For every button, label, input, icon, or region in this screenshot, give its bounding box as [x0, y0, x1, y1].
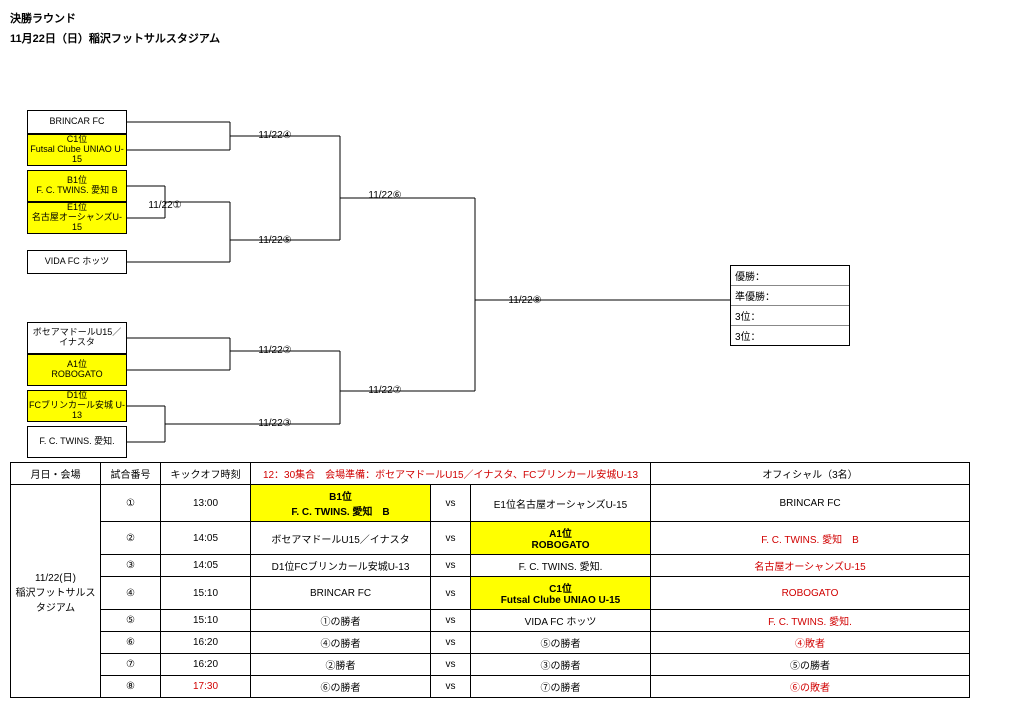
- home-team-cell: BRINCAR FC: [251, 577, 431, 610]
- vs-cell: vs: [431, 555, 471, 577]
- match-label-m1: 11/22①: [140, 200, 190, 211]
- away-team-cell: VIDA FC ホッツ: [471, 610, 651, 632]
- kickoff-cell: 16:20: [161, 632, 251, 654]
- away-team-cell: E1位名古屋オーシャンズU-15: [471, 485, 651, 522]
- vs-cell: vs: [431, 654, 471, 676]
- official-cell: BRINCAR FC: [651, 485, 970, 522]
- col-assembly: 12：30集合 会場準備：ボセアマドールU15／イナスタ、FCブリンカール安城U…: [251, 463, 651, 485]
- match-no-cell: ⑧: [101, 676, 161, 698]
- kickoff-cell: 15:10: [161, 577, 251, 610]
- col-match-no: 試合番号: [101, 463, 161, 485]
- home-team-cell: ボセアマドールU15／イナスタ: [251, 522, 431, 555]
- vs-cell: vs: [431, 610, 471, 632]
- schedule-row: ⑤15:10①の勝者vsVIDA FC ホッツF. C. TWINS. 愛知.: [11, 610, 970, 632]
- away-team-cell: ③の勝者: [471, 654, 651, 676]
- results-row-3: 3位：: [731, 326, 849, 345]
- match-label-m4: 11/22④: [250, 130, 300, 141]
- match-no-cell: ⑦: [101, 654, 161, 676]
- schedule-row: ③14:05D1位FCブリンカール安城U-13vsF. C. TWINS. 愛知…: [11, 555, 970, 577]
- schedule-row: ⑦16:20②勝者vs③の勝者⑤の勝者: [11, 654, 970, 676]
- vs-cell: vs: [431, 676, 471, 698]
- col-official: オフィシャル（3名）: [651, 463, 970, 485]
- match-no-cell: ③: [101, 555, 161, 577]
- schedule-row: ⑧17:30⑥の勝者vs⑦の勝者⑥の敗者: [11, 676, 970, 698]
- official-cell: 名古屋オーシャンズU-15: [651, 555, 970, 577]
- official-cell: ④敗者: [651, 632, 970, 654]
- away-team-cell: ⑦の勝者: [471, 676, 651, 698]
- away-team-cell: C1位Futsal Clube UNIAO U-15: [471, 577, 651, 610]
- bracket-team-t1: BRINCAR FC: [27, 110, 127, 134]
- date-venue-cell: 11/22(日)稲沢フットサルスタジアム: [11, 485, 101, 698]
- kickoff-cell: 16:20: [161, 654, 251, 676]
- schedule-row: ⑥16:20④の勝者vs⑤の勝者④敗者: [11, 632, 970, 654]
- away-team-cell: ⑤の勝者: [471, 632, 651, 654]
- results-row-2: 3位：: [731, 306, 849, 326]
- schedule-row: 11/22(日)稲沢フットサルスタジアム①13:00B1位F. C. TWINS…: [11, 485, 970, 522]
- schedule-row: ②14:05ボセアマドールU15／イナスタvsA1位ROBOGATOF. C. …: [11, 522, 970, 555]
- kickoff-cell: 14:05: [161, 555, 251, 577]
- kickoff-cell: 17:30: [161, 676, 251, 698]
- match-label-m3: 11/22③: [250, 418, 300, 429]
- match-no-cell: ⑥: [101, 632, 161, 654]
- official-cell: ⑤の勝者: [651, 654, 970, 676]
- bracket-lines: [10, 50, 1009, 460]
- home-team-cell: B1位F. C. TWINS. 愛知 B: [251, 485, 431, 522]
- kickoff-cell: 14:05: [161, 522, 251, 555]
- away-team-cell: F. C. TWINS. 愛知.: [471, 555, 651, 577]
- results-row-0: 優勝：: [731, 266, 849, 286]
- bracket-diagram: BRINCAR FCC1位Futsal Clube UNIAO U-15 B1位F…: [10, 50, 999, 450]
- official-cell: ROBOGATO: [651, 577, 970, 610]
- match-no-cell: ⑤: [101, 610, 161, 632]
- schedule-header-row: 月日・会場 試合番号 キックオフ時刻 12：30集合 会場準備：ボセアマドールU…: [11, 463, 970, 485]
- schedule-table: 月日・会場 試合番号 キックオフ時刻 12：30集合 会場準備：ボセアマドールU…: [10, 462, 970, 698]
- home-team-cell: D1位FCブリンカール安城U-13: [251, 555, 431, 577]
- bracket-team-t5: VIDA FC ホッツ: [27, 250, 127, 274]
- vs-cell: vs: [431, 522, 471, 555]
- vs-cell: vs: [431, 577, 471, 610]
- bracket-team-t2: C1位Futsal Clube UNIAO U-15: [27, 134, 127, 166]
- bracket-team-t9: F. C. TWINS. 愛知.: [27, 426, 127, 458]
- official-cell: F. C. TWINS. 愛知.: [651, 610, 970, 632]
- match-no-cell: ①: [101, 485, 161, 522]
- match-label-m2: 11/22②: [250, 345, 300, 356]
- bracket-team-t8: D1位FCブリンカール安城 U-13: [27, 390, 127, 422]
- match-label-m5: 11/22⑤: [250, 235, 300, 246]
- vs-cell: vs: [431, 485, 471, 522]
- bracket-team-t7: A1位ROBOGATO: [27, 354, 127, 386]
- match-no-cell: ④: [101, 577, 161, 610]
- bracket-team-t4: E1位名古屋オーシャンズU-15: [27, 202, 127, 234]
- match-no-cell: ②: [101, 522, 161, 555]
- vs-cell: vs: [431, 632, 471, 654]
- official-cell: F. C. TWINS. 愛知 B: [651, 522, 970, 555]
- page-subtitle: 11月22日（日）稲沢フットサルスタジアム: [10, 30, 999, 46]
- kickoff-cell: 13:00: [161, 485, 251, 522]
- page-title: 決勝ラウンド: [10, 10, 999, 26]
- col-kickoff: キックオフ時刻: [161, 463, 251, 485]
- match-label-m7: 11/22⑦: [360, 385, 410, 396]
- home-team-cell: ⑥の勝者: [251, 676, 431, 698]
- home-team-cell: ②勝者: [251, 654, 431, 676]
- results-box: 優勝：準優勝：3位：3位：: [730, 265, 850, 346]
- official-cell: ⑥の敗者: [651, 676, 970, 698]
- match-label-m6: 11/22⑥: [360, 190, 410, 201]
- bracket-team-t6: ボセアマドールU15／イナスタ: [27, 322, 127, 354]
- match-label-m8: 11/22⑧: [500, 295, 550, 306]
- away-team-cell: A1位ROBOGATO: [471, 522, 651, 555]
- schedule-row: ④15:10BRINCAR FCvsC1位Futsal Clube UNIAO …: [11, 577, 970, 610]
- home-team-cell: ④の勝者: [251, 632, 431, 654]
- kickoff-cell: 15:10: [161, 610, 251, 632]
- home-team-cell: ①の勝者: [251, 610, 431, 632]
- results-row-1: 準優勝：: [731, 286, 849, 306]
- bracket-team-t3: B1位F. C. TWINS. 愛知 B: [27, 170, 127, 202]
- col-date-venue: 月日・会場: [11, 463, 101, 485]
